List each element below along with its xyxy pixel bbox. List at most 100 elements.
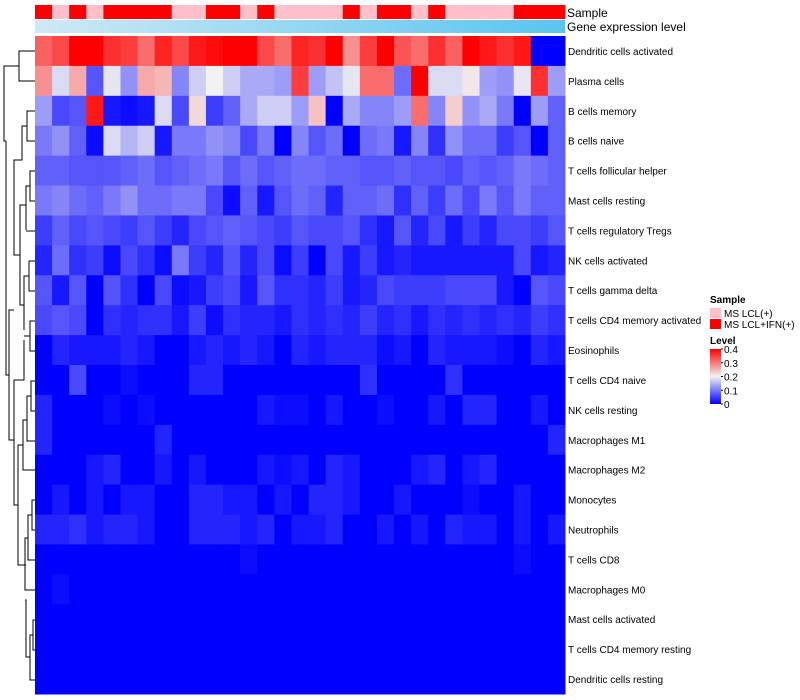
heatmap-cell [376,634,395,665]
heatmap-cell [530,365,549,396]
heatmap-cell [411,424,429,456]
heatmap-cell [274,424,292,456]
sample-annotation-cell [308,5,327,19]
heatmap-cell [86,634,104,665]
heatmap-cell [86,574,104,605]
heatmap-cell [411,365,429,396]
heatmap-cell [325,245,344,276]
heatmap-cell [462,155,481,187]
heatmap-cell [154,125,173,157]
heatmap-cell [411,245,429,276]
heatmap-cell [462,664,481,695]
heatmap-cell [291,275,310,306]
heatmap-cell [154,634,173,665]
heatmap-cell [240,514,258,545]
heatmap-cell [154,424,173,456]
sample-annotation-label: Sample [567,6,608,20]
heatmap-cell [154,185,173,216]
row-label: NK cells resting [568,406,637,417]
heatmap-cell [154,65,173,97]
heatmap-cell [411,484,429,516]
heatmap-cell [205,125,224,157]
heatmap-cell [342,604,361,635]
heatmap-cell [411,574,429,605]
heatmap-cell [52,634,70,665]
sample-annotation-cell [257,5,275,19]
heatmap-cell [342,155,361,187]
heatmap-cell [171,125,190,157]
heatmap-cell [530,634,549,665]
heatmap-cell [462,514,481,545]
heatmap-cell [69,574,87,605]
heatmap-cell [188,125,207,157]
sample-annotation-cell [240,5,258,19]
heatmap-cell [188,36,207,67]
heatmap-cell [120,305,139,336]
heatmap-cell [462,125,481,157]
heatmap-cell [120,36,139,67]
sample-annotation-cell [428,5,446,19]
heatmap-cell [513,305,532,336]
heatmap-cell [240,604,258,635]
heatmap-cell [547,275,566,306]
heatmap-cell [257,454,275,486]
heatmap-cell [120,484,139,516]
heatmap-cell [86,36,104,67]
heatmap-cell [223,245,241,276]
heatmap-cell [394,335,412,366]
heatmap-cell [103,604,121,635]
legend-label-ms-lcl-ifn: MS LCL+IFN(+) [724,320,795,331]
dendrogram-branch [3,50,35,142]
heatmap-cell [52,245,70,276]
heatmap-cell [411,394,429,426]
heatmap-cell [428,305,446,336]
heatmap-cell [137,664,156,695]
heatmap-cell [359,335,378,366]
heatmap-cell [308,634,327,665]
heatmap-cell [445,514,463,545]
heatmap-cell [342,574,361,605]
heatmap-cell [120,424,139,456]
heatmap-cell [274,365,292,396]
heatmap-cell [513,36,532,67]
heatmap-cell [137,95,156,127]
heatmap-cell [223,424,241,456]
heatmap-cell [445,664,463,695]
heatmap-cell [137,574,156,605]
gene-expression-annotation-label: Gene expression level [567,20,686,34]
heatmap-cell [376,65,395,97]
heatmap-cell [462,245,481,276]
heatmap-cell [274,95,292,127]
heatmap-cell [291,95,310,127]
heatmap-cell [462,634,481,665]
heatmap-cells [35,36,566,695]
heatmap-cell [496,664,515,695]
heatmap-cell [205,394,224,426]
heatmap-cell [223,365,241,396]
heatmap-cell [257,305,275,336]
heatmap-cell [137,484,156,516]
heatmap-cell [325,424,344,456]
heatmap-cell [445,484,463,516]
heatmap-cell [137,394,156,426]
heatmap-cell [308,514,327,545]
heatmap-cell [86,544,104,575]
heatmap-cell [205,514,224,545]
heatmap-cell [223,335,241,366]
heatmap-cell [325,275,344,306]
heatmap-cell [394,604,412,635]
heatmap-cell [479,65,498,97]
heatmap-cell [359,155,378,187]
heatmap-cell [154,454,173,486]
heatmap-cell [35,95,53,127]
heatmap-cell [154,664,173,695]
heatmap-cell [120,454,139,486]
heatmap-cell [86,215,104,246]
heatmap-cell [513,544,532,575]
heatmap-cell [188,155,207,187]
heatmap-cell [462,275,481,306]
heatmap-cell [205,215,224,246]
heatmap-cell [52,215,70,246]
sample-annotation-cell [103,5,121,19]
heatmap-cell [547,365,566,396]
